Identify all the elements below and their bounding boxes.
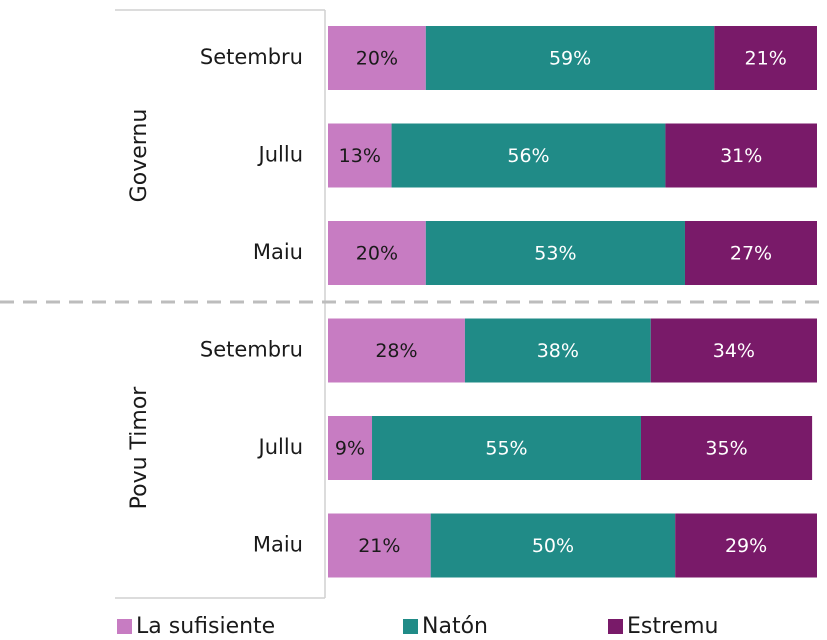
data-label: 56% (507, 145, 549, 167)
legend-swatch (117, 619, 132, 634)
y-tick-label: Jullu (257, 435, 303, 459)
bar-segment (328, 123, 392, 188)
y-tick-label: Setembru (200, 45, 303, 69)
data-label: 34% (713, 340, 755, 362)
legend-label: Natón (422, 614, 488, 639)
bar-segment (640, 416, 813, 480)
data-label: 59% (549, 48, 591, 70)
bar-segment (328, 221, 426, 285)
data-label: 35% (705, 438, 747, 460)
group-label: Povu Timor (127, 386, 152, 510)
y-tick-label: Maiu (253, 533, 303, 557)
bar-segment (665, 123, 817, 188)
bar-segment (328, 513, 431, 578)
bar-segment (328, 416, 373, 480)
data-label: 31% (720, 145, 762, 167)
data-label: 28% (375, 340, 417, 362)
data-label: 29% (725, 535, 767, 557)
legend-swatch (608, 619, 623, 634)
data-label: 20% (356, 243, 398, 265)
bar-segment (328, 26, 426, 90)
data-label: 21% (745, 48, 787, 70)
legend-label: La sufisiente (136, 614, 275, 639)
bar-segment (464, 318, 651, 383)
bar-segment (425, 26, 715, 90)
data-label: 50% (532, 535, 574, 557)
data-label: 53% (534, 243, 576, 265)
data-label: 38% (537, 340, 579, 362)
bar-segment (714, 26, 817, 90)
legend-label: Estremu (627, 614, 718, 639)
bar-segment (372, 416, 641, 480)
bar-segment (684, 221, 817, 285)
bar-segment (675, 513, 817, 578)
data-label: 13% (339, 145, 381, 167)
bar-segment (650, 318, 817, 383)
y-tick-label: Maiu (253, 240, 303, 264)
group-label: Governu (127, 109, 152, 203)
y-tick-label: Setembru (200, 338, 303, 362)
data-label: 55% (485, 438, 527, 460)
data-label: 9% (335, 438, 365, 460)
data-label: 21% (358, 535, 400, 557)
bar-segment (328, 318, 465, 383)
legend-swatch (403, 619, 418, 634)
data-label: 20% (356, 48, 398, 70)
y-tick-label: Jullu (257, 143, 303, 167)
bar-segment (425, 221, 685, 285)
bar-segment (391, 123, 666, 188)
bar-segment (430, 513, 676, 578)
data-label: 27% (730, 243, 772, 265)
